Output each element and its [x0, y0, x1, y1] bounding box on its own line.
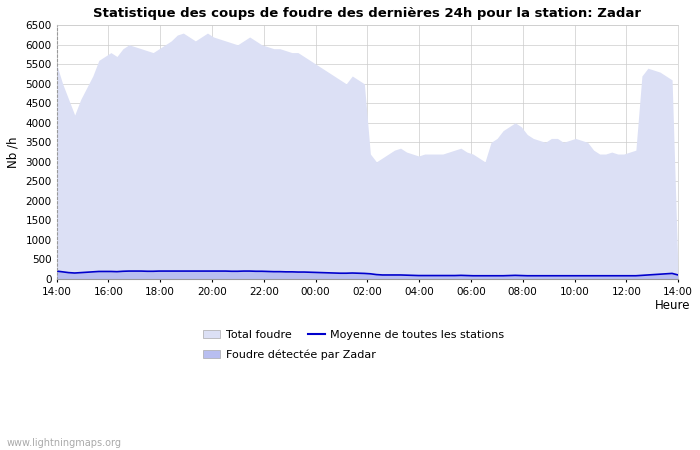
Legend: Foudre détectée par Zadar: Foudre détectée par Zadar [199, 345, 380, 365]
X-axis label: Heure: Heure [655, 299, 690, 312]
Y-axis label: Nb /h: Nb /h [7, 136, 20, 168]
Title: Statistique des coups de foudre des dernières 24h pour la station: Zadar: Statistique des coups de foudre des dern… [93, 7, 641, 20]
Text: www.lightningmaps.org: www.lightningmaps.org [7, 438, 122, 448]
